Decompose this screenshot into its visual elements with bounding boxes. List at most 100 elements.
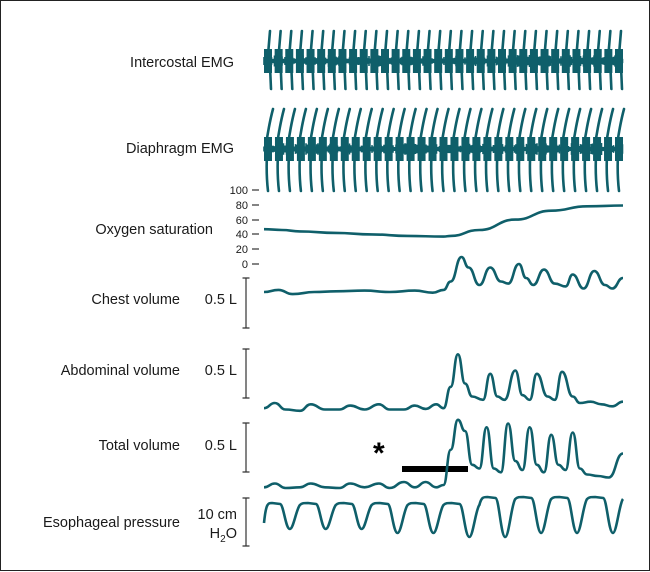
emg-burst-body: [285, 49, 294, 73]
emg-burst-body: [572, 49, 581, 73]
scale-label-total: 0.5 L: [205, 438, 237, 454]
emg-burst-body: [370, 49, 379, 73]
emg-burst-body: [373, 137, 382, 161]
emg-burst-body: [264, 49, 272, 73]
emg-burst-body: [519, 49, 528, 73]
emg-burst-body: [455, 49, 464, 73]
asterisk-annotation: *: [373, 437, 385, 470]
scale-label-abdominal: 0.5 L: [205, 363, 237, 379]
scale-bar-chest: [242, 277, 250, 329]
tick-label-100: 100: [230, 185, 248, 197]
scale-bar-pressure: [242, 497, 250, 547]
label-esophageal-pressure: Esophageal pressure: [43, 515, 180, 531]
oxygen-axis-ticks: 100 80 60 40 20 0: [230, 185, 259, 271]
tick-label-60: 60: [236, 215, 248, 227]
emg-burst-body: [439, 137, 448, 161]
traces-group: [262, 29, 626, 539]
o-glyph: O: [226, 526, 237, 542]
emg-burst-body: [615, 49, 623, 73]
emg-burst-body: [527, 137, 536, 161]
trace-total-volume: [263, 418, 624, 490]
scale-bars: [242, 277, 250, 547]
emg-burst-body: [349, 49, 358, 73]
emg-burst-body: [466, 49, 475, 73]
emg-burst-body: [296, 137, 305, 161]
emg-burst-body: [307, 137, 316, 161]
emg-burst-body: [402, 49, 411, 73]
label-chest-volume: Chest volume: [91, 292, 180, 308]
trace-esophageal-pressure: [262, 495, 625, 539]
emg-burst-body: [406, 137, 415, 161]
emg-burst-body: [423, 49, 432, 73]
event-bar: [402, 466, 468, 472]
emg-burst-body: [549, 137, 558, 161]
h-glyph: H: [210, 526, 220, 542]
tick-label-40: 40: [236, 229, 248, 241]
emg-burst-body: [329, 137, 338, 161]
emg-burst-body: [327, 49, 336, 73]
emg-burst-body: [505, 137, 514, 161]
trace-chest-volume: [263, 255, 624, 296]
emg-burst-body: [487, 49, 496, 73]
scale-label-pressure-line1: 10 cm: [198, 507, 238, 523]
trace-intercostal-emg: [263, 29, 624, 91]
emg-burst-body: [318, 137, 327, 161]
emg-burst-body: [428, 137, 437, 161]
emg-burst-body: [295, 49, 304, 73]
label-intercostal-emg: Intercostal EMG: [130, 55, 234, 71]
emg-burst-body: [359, 49, 368, 73]
emg-burst-body: [498, 49, 506, 73]
emg-burst-body: [538, 137, 547, 161]
emg-burst-body: [412, 49, 421, 73]
label-diaphragm-emg: Diaphragm EMG: [126, 141, 234, 157]
emg-burst-body: [604, 137, 613, 161]
emg-burst-body: [540, 49, 549, 73]
emg-burst-body: [508, 49, 517, 73]
emg-burst-body: [274, 49, 283, 73]
scale-bar-total: [242, 422, 250, 473]
emg-burst-body: [582, 137, 591, 161]
emg-burst-body: [461, 137, 470, 161]
emg-burst-body: [604, 49, 613, 73]
emg-burst-body: [476, 49, 485, 73]
emg-burst-body: [551, 49, 560, 73]
emg-burst-body: [561, 49, 570, 73]
emg-burst-body: [583, 49, 592, 73]
emg-burst-body: [285, 137, 294, 161]
tick-label-20: 20: [236, 244, 248, 256]
emg-burst-body: [274, 137, 283, 161]
emg-burst-body: [483, 137, 492, 161]
subscript-2: 2: [220, 534, 226, 545]
trace-oxygen-saturation: [263, 204, 624, 238]
emg-burst-body: [381, 49, 389, 73]
trace-diaphragm-emg: [263, 107, 626, 193]
emg-burst-body: [615, 137, 623, 161]
emg-burst-body: [529, 49, 538, 73]
emg-burst-body: [494, 137, 503, 161]
scale-label-pressure-line2: H2O: [210, 526, 237, 545]
emg-burst-body: [450, 137, 459, 161]
emg-burst-body: [472, 137, 481, 161]
emg-burst-body: [417, 137, 426, 161]
label-total-volume: Total volume: [99, 438, 180, 454]
emg-burst-body: [391, 49, 400, 73]
emg-burst-body: [362, 137, 371, 161]
emg-burst-body: [351, 137, 360, 161]
emg-burst-body: [338, 49, 347, 73]
tick-label-0: 0: [242, 259, 248, 271]
emg-burst-body: [593, 49, 602, 73]
emg-burst-body: [264, 137, 272, 161]
emg-burst-body: [384, 137, 393, 161]
emg-burst-body: [560, 137, 569, 161]
trace-abdominal-volume: [263, 353, 624, 413]
label-oxygen-saturation: Oxygen saturation: [95, 222, 213, 238]
emg-burst-body: [306, 49, 315, 73]
emg-burst-body: [434, 49, 443, 73]
emg-burst-body: [340, 137, 349, 161]
emg-burst-body: [516, 137, 525, 161]
emg-burst-body: [444, 49, 453, 73]
emg-burst-body: [571, 137, 580, 161]
scale-bar-abdominal: [242, 348, 250, 399]
